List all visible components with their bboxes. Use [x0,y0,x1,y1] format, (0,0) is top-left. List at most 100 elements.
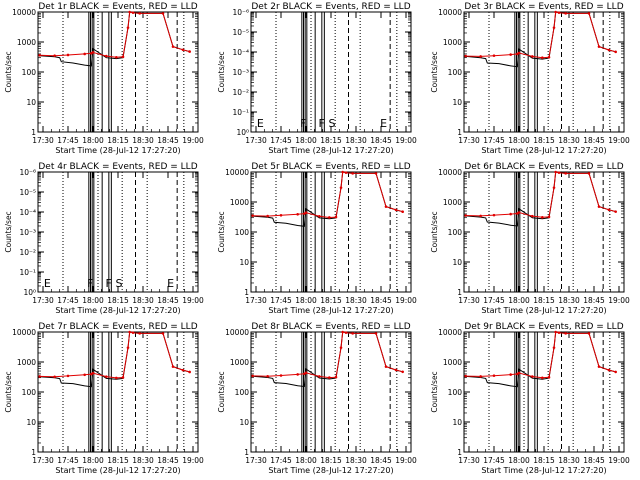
lld-point [547,376,551,379]
y-tick-label: 10 [452,98,462,107]
lld-point [464,374,467,378]
x-tick-label: 17:45 [57,456,79,465]
lld-point [394,208,398,212]
lld-point [479,55,482,58]
panel-det-8: Det 8r BLACK = Events, RED = LLD 1 10 100 10… [217,322,417,475]
lld-point [564,332,567,335]
lld-point [597,45,601,48]
plot-frame [250,331,412,453]
x-tick-label: 17:30 [245,136,267,145]
y-tick-label: 10⁻⁶ [232,8,249,17]
y-axis-label: Counts/sec [430,211,439,252]
mode-letter: E [44,277,51,290]
lld-point [266,214,269,218]
lld-point [128,330,131,334]
lld-point [597,365,601,368]
y-tick-label: 10000 [438,168,462,177]
panel-title: Det 5r BLACK = Events, RED = LLD [251,162,410,172]
y-axis-label: Counts/sec [4,51,13,92]
lld-point [339,346,343,349]
y-tick-label: 10⁻² [19,248,36,257]
series-events-line [252,331,403,388]
lld-point [531,55,534,58]
lld-point [66,53,70,57]
y-tick-label: 1000 [17,358,36,367]
series-lld-line [252,171,403,219]
lld-point [492,374,496,377]
x-tick-label: 18:45 [370,296,392,305]
y-axis-label: Counts/sec [4,371,13,412]
lld-point [344,331,348,334]
lld-point [341,170,344,174]
lld-point [318,375,321,378]
y-tick-label: 100 [235,388,250,397]
x-axis-label: Start Time (28-Jul-12 17:27:20) [481,146,606,155]
lld-point [552,346,556,349]
lld-point [105,375,108,378]
series-events-line [39,331,190,388]
x-tick-label: 17:45 [483,136,505,145]
panel-det-3: Det 3r BLACK = Events, RED = LLD 1 10 100 10… [430,2,630,155]
y-tick-label: 10⁻² [232,88,249,97]
lld-point [344,171,348,174]
panel-title: Det 2r BLACK = Events, RED = LLD [251,2,410,12]
y-tick-label: 10⁻³ [19,228,36,237]
x-axis-label: Start Time (28-Jul-12 17:27:20) [55,466,180,475]
mode-letter: F [87,277,93,290]
lld-point [296,212,299,216]
y-tick-label: 10 [452,418,462,427]
panel-title: Det 4r BLACK = Events, RED = LLD [38,162,197,172]
lld-point [351,332,354,335]
x-tick-label: 19:00 [608,136,630,145]
lld-point [105,54,108,58]
lld-point [509,373,512,376]
lld-point [66,374,70,378]
y-axis-label: Counts/sec [430,51,439,92]
lld-point [115,376,118,380]
y-tick-label: 100 [448,388,463,397]
lld-point [557,171,561,174]
x-tick-label: 18:00 [508,296,530,305]
lld-point [517,211,521,214]
x-tick-label: 18:45 [370,136,392,145]
y-tick-label: 100 [235,228,250,237]
lld-point [554,10,557,14]
lld-point [351,172,354,175]
y-axis-label: Counts/sec [217,51,226,92]
lld-point [554,170,557,174]
plot-frame [463,171,625,293]
lld-point [296,373,299,376]
y-tick-label: 1 [457,128,462,137]
lld-point [607,48,611,52]
mode-letter: F [106,277,112,290]
y-tick-label: 10⁻⁵ [19,188,36,197]
y-tick-label: 10⁻³ [232,68,249,77]
lld-point [91,371,95,375]
lld-point [91,51,95,54]
y-tick-label: 1 [457,288,462,297]
y-tick-label: 1000 [443,38,462,47]
lld-point [492,54,496,57]
y-tick-label: 100 [448,68,463,77]
x-tick-label: 18:45 [583,296,605,305]
panel-det-4: Det 4r BLACK = Events, RED = LLD 10⁰ 10⁻¹ 1… [4,162,204,315]
lld-point [188,50,191,53]
x-tick-label: 18:30 [345,136,367,145]
mode-letter: E [380,117,387,130]
x-tick-label: 18:45 [157,136,179,145]
x-tick-label: 18:30 [558,296,580,305]
y-tick-label: 100 [22,68,37,77]
lld-point [341,330,344,334]
lld-point [509,212,512,216]
lld-point [564,12,567,15]
lld-point [304,211,308,214]
lld-point [552,26,556,29]
lld-point [38,375,41,378]
lld-point [607,208,611,212]
lld-point [181,368,185,372]
x-tick-label: 17:45 [270,456,292,465]
lld-point [587,332,591,335]
lld-point [83,373,86,377]
x-tick-label: 18:00 [82,296,104,305]
y-axis-label: Counts/sec [217,371,226,412]
